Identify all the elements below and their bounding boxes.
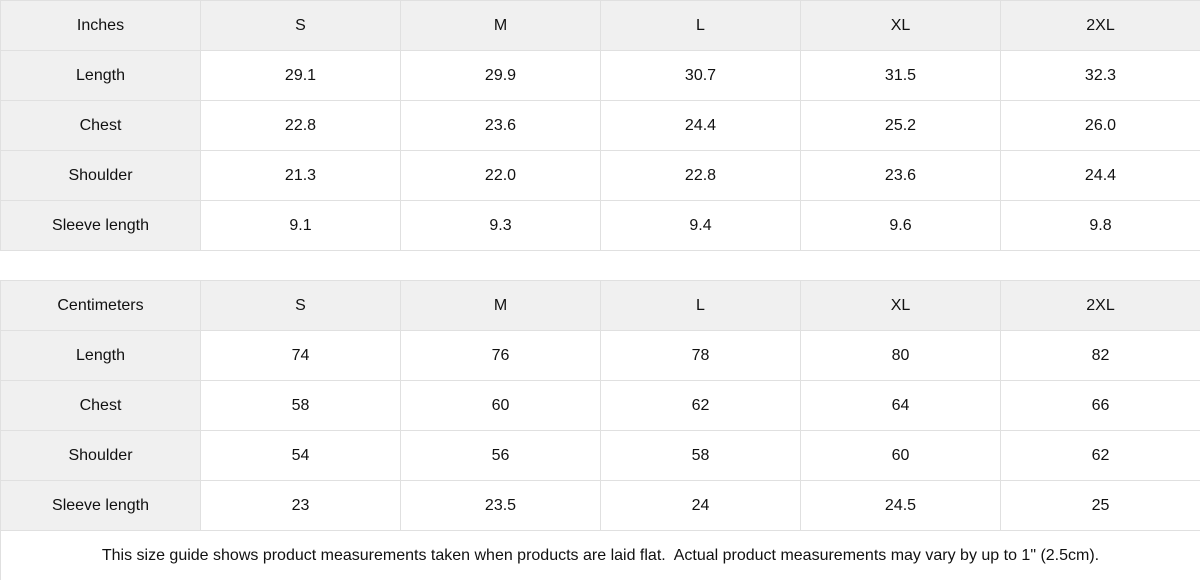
unit-header-cell: Centimeters (0, 280, 201, 331)
value-cell: 22.8 (200, 100, 401, 151)
value-cell: 9.8 (1000, 200, 1200, 251)
footer-note-row: This size guide shows product measuremen… (0, 530, 1200, 580)
table-row: Sleeve length 9.1 9.3 9.4 9.6 9.8 (0, 200, 1200, 251)
value-cell: 30.7 (600, 50, 801, 101)
value-cell: 78 (600, 330, 801, 381)
value-cell: 62 (1000, 430, 1200, 481)
value-cell: 21.3 (200, 150, 401, 201)
centimeters-header-row: Centimeters S M L XL 2XL (0, 280, 1200, 331)
value-cell: 23.6 (800, 150, 1001, 201)
value-cell: 32.3 (1000, 50, 1200, 101)
footer-note: This size guide shows product measuremen… (0, 530, 1200, 580)
value-cell: 22.8 (600, 150, 801, 201)
value-cell: 24.5 (800, 480, 1001, 531)
value-cell: 24.4 (600, 100, 801, 151)
value-cell: 56 (400, 430, 601, 481)
table-row: Length 29.1 29.9 30.7 31.5 32.3 (0, 50, 1200, 101)
size-header-cell: XL (800, 0, 1001, 51)
value-cell: 24 (600, 480, 801, 531)
size-header-cell: M (400, 0, 601, 51)
table-row: Shoulder 54 56 58 60 62 (0, 430, 1200, 481)
value-cell: 60 (800, 430, 1001, 481)
row-label-cell: Sleeve length (0, 480, 201, 531)
row-label-cell: Chest (0, 380, 201, 431)
value-cell: 64 (800, 380, 1001, 431)
value-cell: 23.6 (400, 100, 601, 151)
value-cell: 29.1 (200, 50, 401, 101)
value-cell: 26.0 (1000, 100, 1200, 151)
value-cell: 58 (600, 430, 801, 481)
row-label-cell: Chest (0, 100, 201, 151)
value-cell: 80 (800, 330, 1001, 381)
value-cell: 60 (400, 380, 601, 431)
size-header-cell: M (400, 280, 601, 331)
value-cell: 24.4 (1000, 150, 1200, 201)
size-table-inches: Inches S M L XL 2XL Length 29.1 29.9 30.… (0, 0, 1200, 251)
value-cell: 25.2 (800, 100, 1001, 151)
value-cell: 66 (1000, 380, 1200, 431)
size-header-cell: S (200, 0, 401, 51)
value-cell: 23 (200, 480, 401, 531)
value-cell: 9.4 (600, 200, 801, 251)
value-cell: 9.3 (400, 200, 601, 251)
value-cell: 62 (600, 380, 801, 431)
size-header-cell: L (600, 0, 801, 51)
size-table-centimeters: Centimeters S M L XL 2XL Length 74 76 78… (0, 280, 1200, 580)
table-row: Length 74 76 78 80 82 (0, 330, 1200, 381)
table-row: Chest 22.8 23.6 24.4 25.2 26.0 (0, 100, 1200, 151)
value-cell: 76 (400, 330, 601, 381)
table-row: Shoulder 21.3 22.0 22.8 23.6 24.4 (0, 150, 1200, 201)
table-row: Sleeve length 23 23.5 24 24.5 25 (0, 480, 1200, 531)
row-label-cell: Shoulder (0, 150, 201, 201)
row-label-cell: Sleeve length (0, 200, 201, 251)
value-cell: 74 (200, 330, 401, 381)
size-header-cell: 2XL (1000, 280, 1200, 331)
value-cell: 9.6 (800, 200, 1001, 251)
row-label-cell: Shoulder (0, 430, 201, 481)
row-label-cell: Length (0, 50, 201, 101)
size-header-cell: XL (800, 280, 1001, 331)
unit-header-cell: Inches (0, 0, 201, 51)
value-cell: 31.5 (800, 50, 1001, 101)
table-row: Chest 58 60 62 64 66 (0, 380, 1200, 431)
value-cell: 54 (200, 430, 401, 481)
size-header-cell: L (600, 280, 801, 331)
size-header-cell: 2XL (1000, 0, 1200, 51)
value-cell: 9.1 (200, 200, 401, 251)
value-cell: 23.5 (400, 480, 601, 531)
value-cell: 82 (1000, 330, 1200, 381)
row-label-cell: Length (0, 330, 201, 381)
value-cell: 58 (200, 380, 401, 431)
value-cell: 29.9 (400, 50, 601, 101)
value-cell: 25 (1000, 480, 1200, 531)
inches-header-row: Inches S M L XL 2XL (0, 0, 1200, 51)
size-header-cell: S (200, 280, 401, 331)
value-cell: 22.0 (400, 150, 601, 201)
